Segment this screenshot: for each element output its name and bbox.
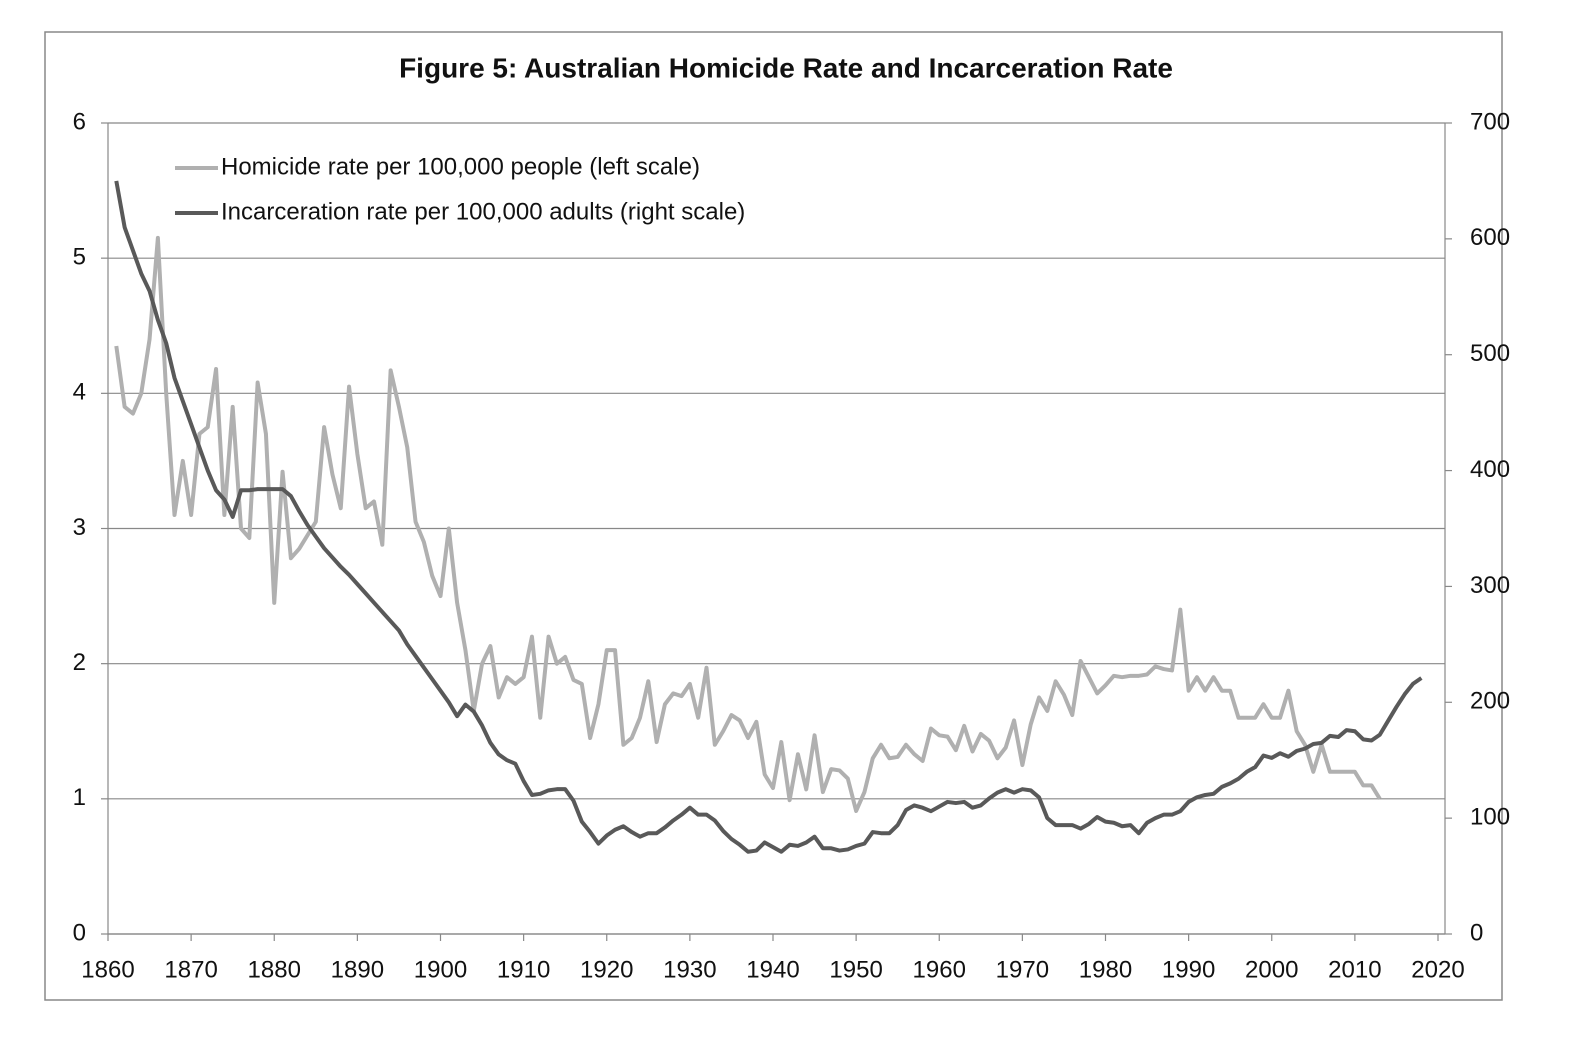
y2-tick-label: 600 <box>1470 224 1510 251</box>
y-tick-label: 2 <box>73 649 86 676</box>
series-line <box>114 235 1382 813</box>
legend-label: Incarceration rate per 100,000 adults (r… <box>221 198 745 225</box>
series-line <box>114 180 1423 854</box>
x-tick-label: 1990 <box>1162 956 1215 983</box>
x-tick-label: 1860 <box>81 956 134 983</box>
y-tick-label: 3 <box>73 514 86 541</box>
y2-tick-label: 100 <box>1470 803 1510 830</box>
x-tick-label: 1940 <box>746 956 799 983</box>
x-tick-label: 1970 <box>996 956 1049 983</box>
y2-tick-label: 300 <box>1470 572 1510 599</box>
y-tick-label: 6 <box>73 108 86 135</box>
y2-tick-label: 500 <box>1470 340 1510 367</box>
x-tick-label: 2020 <box>1411 956 1464 983</box>
x-tick-label: 1880 <box>248 956 301 983</box>
x-tick-label: 1910 <box>497 956 550 983</box>
y2-tick-label: 700 <box>1470 108 1510 135</box>
y-tick-label: 0 <box>73 919 86 946</box>
x-tick-label: 1920 <box>580 956 633 983</box>
x-tick-label: 1870 <box>164 956 217 983</box>
x-tick-label: 1980 <box>1079 956 1132 983</box>
legend-label: Homicide rate per 100,000 people (left s… <box>221 153 700 180</box>
y-tick-label: 4 <box>73 379 86 406</box>
x-tick-label: 1930 <box>663 956 716 983</box>
chart-title: Figure 5: Australian Homicide Rate and I… <box>399 52 1173 83</box>
y-tick-label: 5 <box>73 244 86 271</box>
x-tick-label: 2010 <box>1328 956 1381 983</box>
x-tick-label: 2000 <box>1245 956 1298 983</box>
x-tick-label: 1960 <box>913 956 966 983</box>
y2-tick-label: 200 <box>1470 688 1510 715</box>
x-tick-label: 1950 <box>829 956 882 983</box>
y2-tick-label: 0 <box>1470 919 1483 946</box>
y2-tick-label: 400 <box>1470 456 1510 483</box>
x-tick-label: 1890 <box>331 956 384 983</box>
x-tick-label: 1900 <box>414 956 467 983</box>
y-tick-label: 1 <box>73 784 86 811</box>
